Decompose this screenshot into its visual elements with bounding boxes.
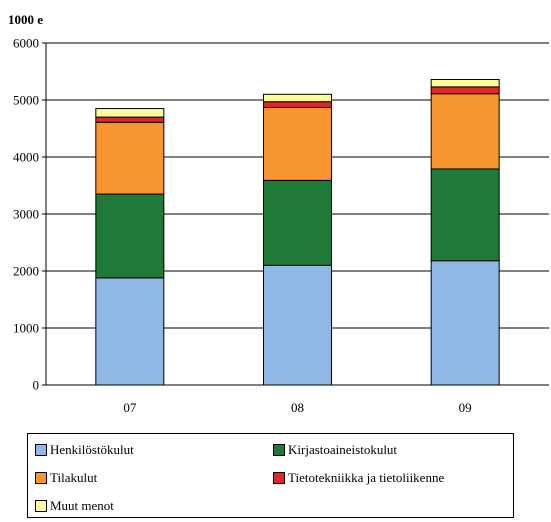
legend-label: Tilakulut [50, 470, 98, 485]
y-tick-label: 2000 [13, 264, 39, 279]
bar-segment [430, 78, 500, 88]
legend-item: Tilakulut [35, 470, 97, 486]
legend-item: Tietotekniikka ja tietoliikenne [273, 470, 444, 486]
bar-segment [95, 108, 165, 118]
stacked-bar-chart: 1000 e 0 1000 2000 3000 4000 5000 6000 07 08 09 [8, 12, 549, 415]
bar-segment [430, 93, 500, 170]
bar-segment [95, 277, 165, 386]
axes [42, 42, 549, 386]
x-tick-label: 09 [459, 400, 472, 415]
legend-item: Henkilöstökulut [35, 442, 134, 458]
bar-segment [430, 86, 500, 95]
y-tick-label: 5000 [13, 93, 39, 108]
y-tick-label: 1000 [13, 321, 39, 336]
legend-label: Muut menot [50, 498, 114, 513]
x-tick-label: 08 [291, 400, 304, 415]
bar-segment [95, 121, 165, 195]
y-tick-label: 4000 [13, 150, 39, 165]
legend-swatch [35, 472, 47, 484]
legend-item: Kirjastoaineistokulut [273, 442, 397, 458]
y-tick-labels: 0 1000 2000 3000 4000 5000 6000 [13, 36, 39, 393]
bar-segment [263, 93, 332, 103]
legend-swatch [273, 444, 285, 456]
bar-segment [430, 260, 500, 386]
legend-swatch [35, 444, 47, 456]
bar-segment [95, 193, 165, 279]
x-tick-labels: 07 08 09 [123, 400, 471, 415]
bar-segment [263, 179, 332, 266]
legend-swatch [35, 500, 47, 512]
y-tick-label: 0 [33, 378, 40, 393]
unit-label: 1000 e [8, 12, 43, 27]
bar-segment [263, 106, 332, 181]
bar-segment [430, 168, 500, 262]
x-tick-label: 07 [123, 400, 137, 415]
bar-segment [263, 101, 332, 108]
legend: Henkilöstökulut Kirjastoaineistokulut Tila… [27, 433, 514, 518]
bar-segment [263, 264, 332, 386]
bars [95, 78, 500, 386]
legend-swatch [273, 472, 285, 484]
y-tick-label: 3000 [13, 207, 39, 222]
legend-label: Kirjastoaineistokulut [288, 442, 398, 457]
legend-item: Muut menot [35, 498, 114, 514]
y-tick-label: 6000 [13, 36, 39, 51]
legend-label: Tietotekniikka ja tietoliikenne [288, 470, 445, 485]
bar-segment [95, 116, 165, 123]
legend-label: Henkilöstökulut [50, 442, 134, 457]
